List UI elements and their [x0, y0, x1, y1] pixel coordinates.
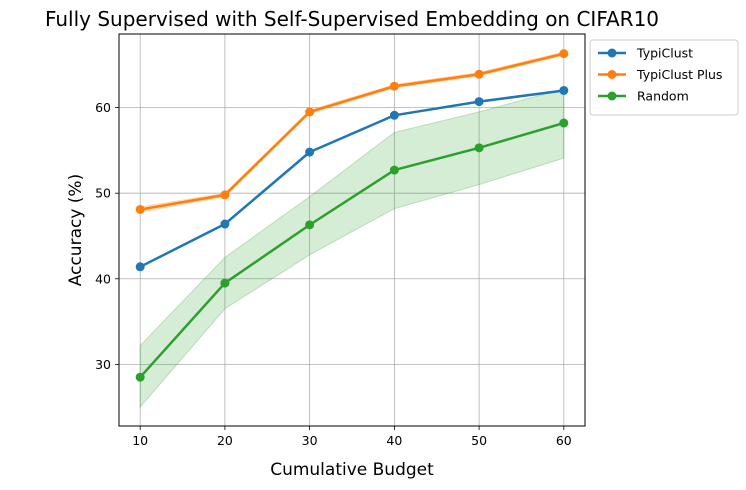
x-tick-label: 30 — [302, 433, 318, 448]
y-axis-ticks: 30 40 50 60 — [95, 100, 119, 372]
typiclust-point — [474, 97, 484, 107]
random-point — [305, 220, 315, 230]
typiclust-legend-marker — [607, 48, 617, 58]
confidence-bands — [139, 51, 565, 409]
legend: TypiClust TypiClust Plus Random — [589, 39, 739, 116]
typiclust-point — [135, 262, 145, 272]
typiclust-plus-line — [139, 52, 565, 211]
y-tick-label: 30 — [95, 357, 111, 372]
x-tick-label: 40 — [386, 433, 402, 448]
typiclust-point — [220, 219, 230, 229]
typiclust-plus-point — [220, 190, 230, 200]
x-tick-label: 60 — [556, 433, 572, 448]
typiclust-plus-point — [305, 107, 315, 117]
random-point — [389, 165, 399, 175]
random-point — [559, 118, 569, 128]
series-points — [135, 49, 569, 382]
typiclust-plus-legend-marker — [607, 70, 617, 79]
random-line — [139, 121, 565, 379]
y-axis-label: Accuracy (%) — [66, 174, 86, 286]
random-legend-label: Random — [637, 89, 689, 104]
typiclust-line — [139, 89, 564, 268]
typiclust-plus-point — [474, 69, 484, 79]
y-tick-label: 50 — [95, 186, 111, 201]
y-tick-label: 40 — [95, 271, 111, 286]
series-lines — [139, 52, 565, 379]
plot-frame — [118, 33, 586, 427]
typiclust-plus-point — [135, 204, 145, 214]
random-point — [474, 143, 484, 153]
grid-lines — [119, 34, 585, 426]
legend-frame — [589, 39, 739, 116]
typiclust-point — [559, 85, 569, 95]
x-axis-ticks: 10 20 30 40 50 60 — [132, 426, 572, 448]
typiclust-legend-label: TypiClust — [636, 46, 693, 61]
x-tick-label: 20 — [217, 433, 233, 448]
random-band — [139, 88, 565, 409]
x-tick-label: 10 — [132, 433, 148, 448]
random-legend-marker — [607, 91, 617, 101]
typiclust-point — [305, 147, 315, 157]
random-point — [135, 372, 145, 382]
typiclust-plus-point — [389, 81, 399, 91]
typiclust-plus-point — [559, 49, 569, 59]
x-axis-label: Cumulative Budget — [270, 460, 434, 480]
chart-title: Fully Supervised with Self-Supervised Em… — [45, 7, 659, 31]
y-tick-label: 60 — [95, 100, 111, 115]
typiclust-plus-legend-label: TypiClust Plus — [636, 67, 722, 82]
typiclust-point — [389, 110, 399, 120]
random-point — [220, 278, 230, 288]
x-tick-label: 50 — [471, 433, 487, 448]
